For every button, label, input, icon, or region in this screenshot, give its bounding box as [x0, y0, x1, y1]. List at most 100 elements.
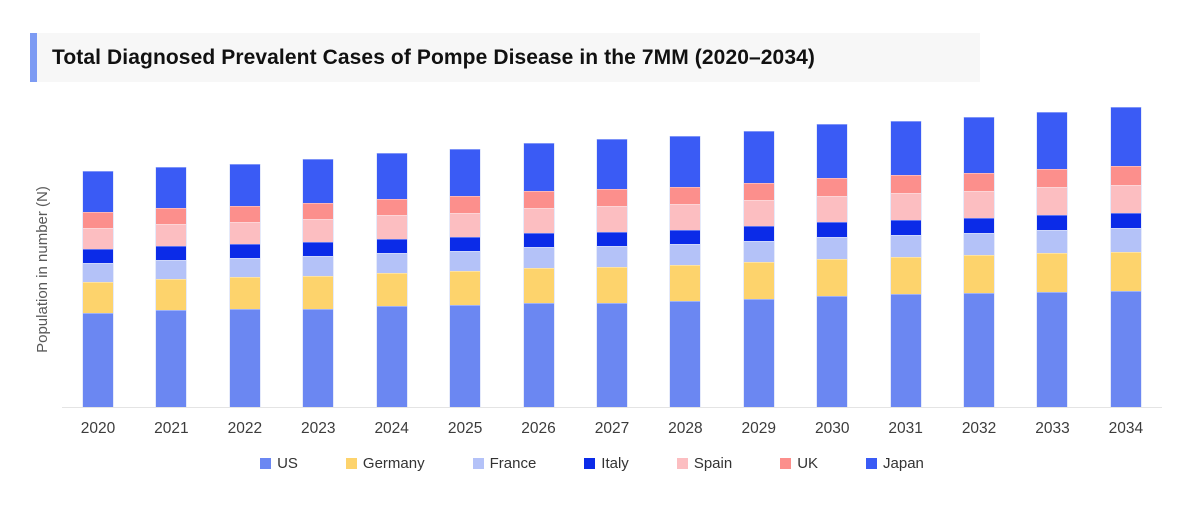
- legend-item-uk[interactable]: UK: [780, 455, 818, 472]
- bar-segment-japan-2024[interactable]: [376, 153, 407, 199]
- bar-segment-uk-2034[interactable]: [1110, 166, 1141, 185]
- bar-segment-spain-2032[interactable]: [964, 191, 995, 218]
- legend-item-japan[interactable]: Japan: [866, 455, 924, 472]
- bar-segment-us-2026[interactable]: [523, 303, 554, 407]
- bar-segment-japan-2021[interactable]: [156, 167, 187, 208]
- bar-segment-france-2025[interactable]: [450, 251, 481, 271]
- bar-segment-spain-2027[interactable]: [596, 206, 627, 232]
- bar-segment-germany-2027[interactable]: [596, 267, 627, 303]
- bar-segment-uk-2026[interactable]: [523, 191, 554, 208]
- bar-segment-us-2027[interactable]: [596, 303, 627, 407]
- bar-segment-italy-2030[interactable]: [817, 222, 848, 237]
- stacked-bar-2031[interactable]: [889, 121, 922, 407]
- bar-segment-us-2023[interactable]: [303, 309, 334, 407]
- bar-segment-us-2022[interactable]: [229, 309, 260, 407]
- bar-segment-japan-2025[interactable]: [450, 149, 481, 196]
- bar-segment-italy-2020[interactable]: [83, 249, 113, 263]
- bar-segment-france-2028[interactable]: [670, 244, 701, 265]
- bar-segment-spain-2024[interactable]: [376, 215, 407, 239]
- bar-segment-uk-2028[interactable]: [670, 187, 701, 204]
- bar-segment-france-2024[interactable]: [376, 253, 407, 273]
- bar-segment-us-2021[interactable]: [156, 310, 187, 407]
- bar-segment-germany-2020[interactable]: [83, 282, 113, 313]
- bar-segment-italy-2027[interactable]: [596, 232, 627, 246]
- bar-segment-france-2032[interactable]: [964, 233, 995, 255]
- stacked-bar-2025[interactable]: [449, 149, 482, 407]
- bar-segment-germany-2029[interactable]: [743, 262, 774, 299]
- stacked-bar-2026[interactable]: [522, 143, 555, 407]
- bar-segment-france-2022[interactable]: [229, 258, 260, 277]
- bar-segment-italy-2029[interactable]: [743, 226, 774, 241]
- bar-segment-france-2034[interactable]: [1110, 228, 1141, 252]
- bar-segment-italy-2026[interactable]: [523, 233, 554, 247]
- stacked-bar-2033[interactable]: [1036, 112, 1069, 407]
- bar-segment-germany-2033[interactable]: [1037, 253, 1068, 292]
- bar-segment-spain-2031[interactable]: [890, 193, 921, 220]
- legend-item-france[interactable]: France: [472, 455, 536, 472]
- bar-segment-uk-2021[interactable]: [156, 208, 187, 224]
- bar-segment-japan-2032[interactable]: [964, 117, 995, 173]
- bar-segment-spain-2034[interactable]: [1110, 185, 1141, 213]
- bar-segment-germany-2032[interactable]: [964, 255, 995, 293]
- bar-segment-uk-2032[interactable]: [964, 173, 995, 191]
- bar-segment-italy-2022[interactable]: [229, 244, 260, 258]
- bar-segment-japan-2023[interactable]: [303, 159, 334, 203]
- bar-segment-france-2023[interactable]: [303, 256, 334, 276]
- bar-segment-spain-2030[interactable]: [817, 196, 848, 222]
- stacked-bar-2030[interactable]: [816, 124, 849, 407]
- bar-segment-spain-2033[interactable]: [1037, 187, 1068, 215]
- bar-segment-spain-2021[interactable]: [156, 224, 187, 246]
- bar-segment-spain-2028[interactable]: [670, 204, 701, 230]
- stacked-bar-2021[interactable]: [155, 167, 188, 407]
- stacked-bar-2032[interactable]: [963, 117, 996, 407]
- bar-segment-uk-2029[interactable]: [743, 183, 774, 200]
- bar-segment-japan-2028[interactable]: [670, 136, 701, 187]
- bar-segment-france-2029[interactable]: [743, 241, 774, 262]
- bar-segment-japan-2026[interactable]: [523, 143, 554, 191]
- bar-segment-us-2025[interactable]: [450, 305, 481, 407]
- bar-segment-france-2026[interactable]: [523, 247, 554, 268]
- bar-segment-germany-2030[interactable]: [817, 259, 848, 296]
- bar-segment-france-2033[interactable]: [1037, 230, 1068, 253]
- stacked-bar-2028[interactable]: [669, 136, 702, 407]
- bar-segment-japan-2027[interactable]: [596, 139, 627, 189]
- legend-item-italy[interactable]: Italy: [584, 455, 629, 472]
- bar-segment-us-2020[interactable]: [83, 313, 113, 407]
- bar-segment-japan-2034[interactable]: [1110, 107, 1141, 166]
- bar-segment-us-2033[interactable]: [1037, 292, 1068, 407]
- stacked-bar-2029[interactable]: [742, 131, 775, 407]
- bar-segment-germany-2023[interactable]: [303, 276, 334, 309]
- bar-segment-japan-2031[interactable]: [890, 121, 921, 175]
- bar-segment-uk-2033[interactable]: [1037, 169, 1068, 187]
- bar-segment-france-2021[interactable]: [156, 260, 187, 279]
- bar-segment-italy-2028[interactable]: [670, 230, 701, 244]
- bar-segment-us-2024[interactable]: [376, 306, 407, 407]
- bar-segment-us-2034[interactable]: [1110, 291, 1141, 407]
- bar-segment-japan-2020[interactable]: [83, 171, 113, 212]
- bar-segment-japan-2029[interactable]: [743, 131, 774, 183]
- bar-segment-italy-2033[interactable]: [1037, 215, 1068, 230]
- bar-segment-uk-2020[interactable]: [83, 212, 113, 228]
- bar-segment-italy-2024[interactable]: [376, 239, 407, 253]
- bar-segment-uk-2030[interactable]: [817, 178, 848, 196]
- bar-segment-italy-2025[interactable]: [450, 237, 481, 251]
- stacked-bar-2024[interactable]: [375, 153, 408, 407]
- bar-segment-japan-2030[interactable]: [817, 124, 848, 178]
- bar-segment-germany-2026[interactable]: [523, 268, 554, 303]
- bar-segment-uk-2031[interactable]: [890, 175, 921, 193]
- bar-segment-france-2027[interactable]: [596, 246, 627, 267]
- bar-segment-italy-2032[interactable]: [964, 218, 995, 233]
- legend-item-us[interactable]: US: [260, 455, 298, 472]
- bar-segment-japan-2033[interactable]: [1037, 112, 1068, 169]
- bar-segment-italy-2021[interactable]: [156, 246, 187, 260]
- stacked-bar-2027[interactable]: [595, 139, 628, 407]
- bar-segment-spain-2025[interactable]: [450, 213, 481, 237]
- stacked-bar-2022[interactable]: [228, 164, 261, 407]
- legend-item-spain[interactable]: Spain: [676, 455, 732, 472]
- bar-segment-italy-2034[interactable]: [1110, 213, 1141, 228]
- stacked-bar-2023[interactable]: [302, 159, 335, 407]
- bar-segment-uk-2024[interactable]: [376, 199, 407, 215]
- bar-segment-us-2032[interactable]: [964, 293, 995, 407]
- stacked-bar-2034[interactable]: [1109, 107, 1142, 407]
- stacked-bar-2020[interactable]: [82, 171, 114, 407]
